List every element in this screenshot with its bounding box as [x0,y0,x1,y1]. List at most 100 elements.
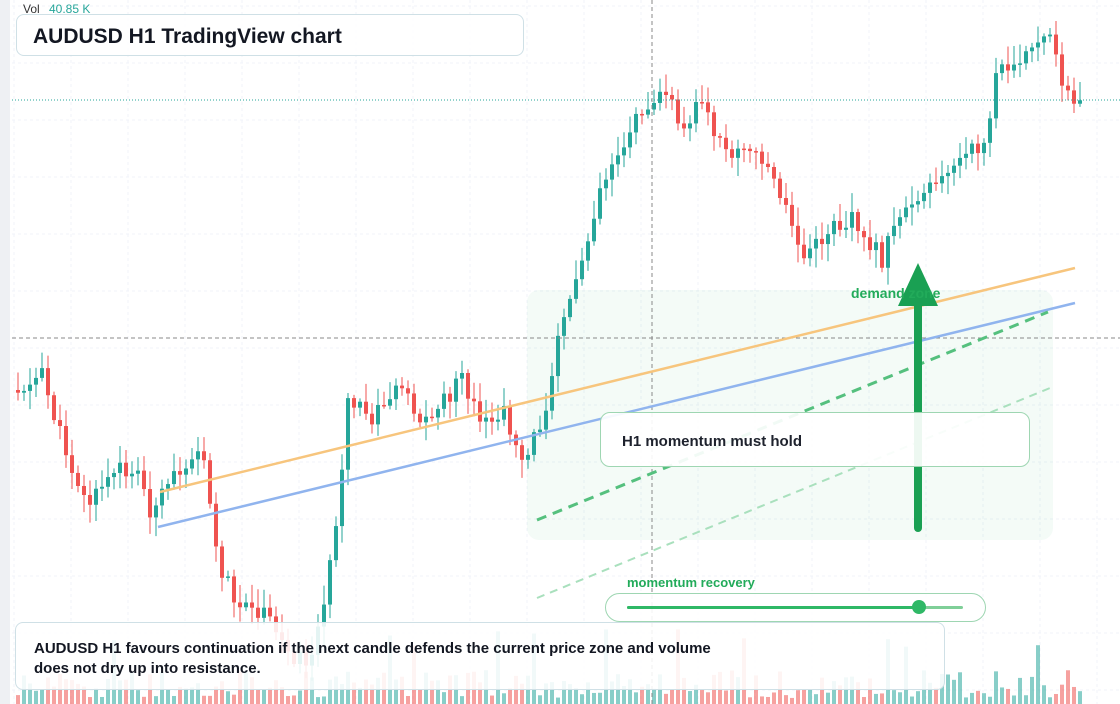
candle-body [400,385,404,389]
volume-bar [628,679,632,704]
candle-body [94,488,98,505]
candle-body [394,385,398,400]
candle-body [730,149,734,158]
momentum-recovery-label: momentum recovery [627,575,755,590]
volume-value: 40.85 K [49,2,91,16]
candle-body [706,102,710,113]
candle-body [466,372,470,399]
volume-bar [280,687,284,704]
volume-bar [340,683,344,704]
candle-body [238,602,242,608]
volume-bar [1024,695,1028,704]
candle-body [124,462,128,477]
volume-bar [1036,645,1040,704]
candle-body [346,398,350,470]
volume-bar [118,680,122,704]
volume-bar [316,697,320,704]
title-panel: AUDUSD H1 TradingView chart [16,14,524,56]
volume-bar [40,689,44,704]
volume-bar [196,683,200,704]
slider-track [627,606,963,609]
candle-body [1012,64,1016,71]
candle-body [256,607,260,618]
candle-body [538,429,542,433]
candle-body [454,378,458,402]
volume-bar [520,683,524,704]
candle-body [658,91,662,103]
volume-bar [928,682,932,704]
volume-bar [460,696,464,704]
volume-bar [970,692,974,704]
volume-bar [106,679,110,704]
candle-body [760,151,764,164]
candle-body [196,451,200,460]
candle-body [184,468,188,475]
candle-body [508,405,512,435]
candle-body [988,118,992,143]
candle-body [940,176,944,184]
volume-bar [286,696,290,704]
volume-bar [1054,693,1058,704]
candle-body [712,112,716,137]
candle-body [322,604,326,627]
volume-bar [694,684,698,704]
candle-body [556,335,560,377]
momentum-recovery-slider[interactable] [605,593,986,622]
volume-bar [640,686,644,704]
volume-bar [724,690,728,704]
candle-body [232,576,236,603]
volume-bar [538,695,542,704]
volume-bar [610,681,614,704]
candle-body [244,602,248,608]
volume-bar [262,689,266,704]
slider-thumb[interactable] [912,600,927,614]
volume-bar [292,695,296,704]
candle-body [1042,36,1046,43]
volume-bar [940,674,944,704]
volume-bar [490,695,494,704]
candle-body [226,576,230,578]
volume-bar [550,682,554,704]
volume-bar [580,694,584,704]
volume-bar [28,683,32,704]
candle-body [352,398,356,408]
volume-bar [892,690,896,704]
candle-body [526,454,530,460]
volume-bar [850,676,854,704]
volume-bar [46,677,50,704]
volume-bar [136,690,140,704]
candle-body [610,164,614,180]
volume-bar [982,693,986,704]
candle-body [652,102,656,110]
volume-bar [508,688,512,704]
candle-body [496,419,500,422]
candle-body [676,99,680,124]
volume-bar [370,684,374,704]
volume-bar [670,689,674,704]
volume-bar [364,679,368,704]
candle-body [694,102,698,124]
volume-bar [784,695,788,704]
volume-bar [478,682,482,704]
volume-bar [190,687,194,704]
candle-body [130,473,134,477]
candle-body [16,390,20,393]
caption-panel: AUDUSD H1 favours continuation if the ne… [15,622,945,690]
candle-body [616,155,620,165]
volume-bar [958,672,962,704]
volume-bar [358,687,362,704]
momentum-note-box: H1 momentum must hold [600,412,1030,467]
candle-body [442,393,446,409]
candle-body [262,607,266,618]
candle-body [928,182,932,193]
candle-body [754,151,758,153]
volume-bar [436,680,440,704]
candle-body [178,471,182,475]
volume-bar [838,685,842,704]
candle-body [592,218,596,242]
candle-body [502,405,506,420]
volume-bar [1060,684,1064,704]
candle-body [1072,90,1076,104]
volume-bar [898,692,902,704]
candle-body [34,377,38,385]
